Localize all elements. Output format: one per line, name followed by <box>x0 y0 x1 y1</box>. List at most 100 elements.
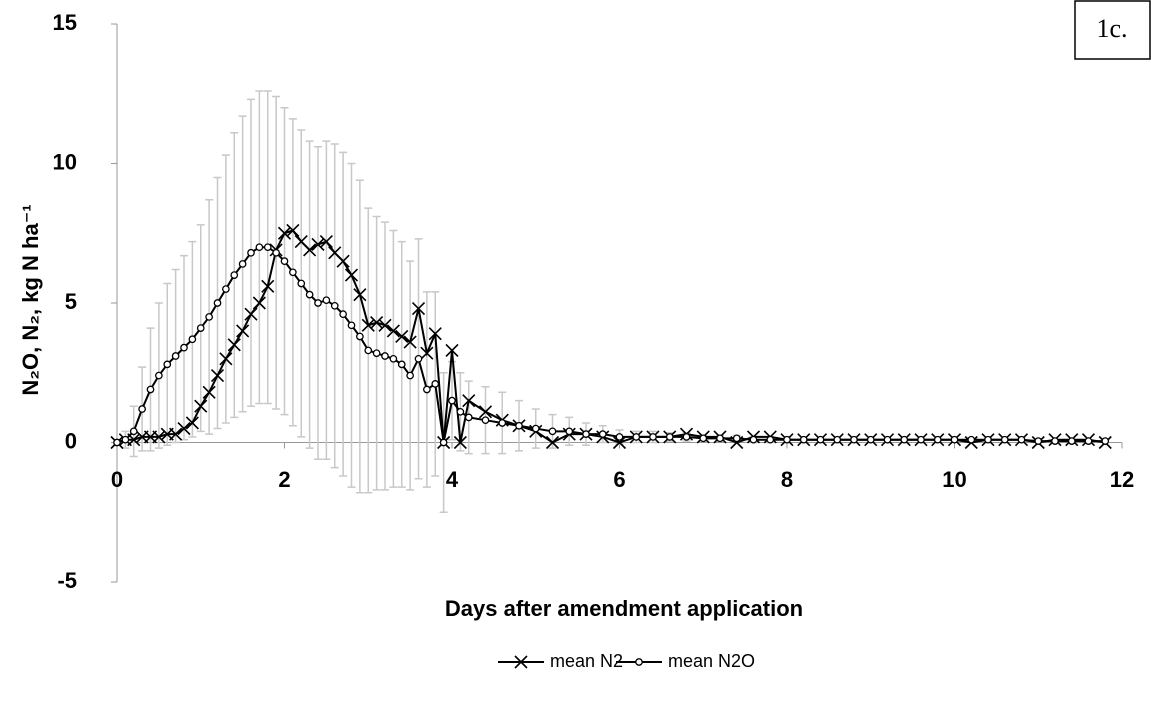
point <box>210 368 225 383</box>
point <box>406 371 414 380</box>
point <box>238 260 247 268</box>
point <box>272 248 280 257</box>
series-line <box>116 229 1106 444</box>
point <box>498 419 507 427</box>
point <box>453 435 467 450</box>
point <box>481 416 490 425</box>
point <box>850 435 858 444</box>
point <box>833 435 842 444</box>
point <box>783 435 791 444</box>
legend-label: mean N2O <box>668 651 755 671</box>
legend-marker <box>514 655 528 669</box>
y-tick-label: 0 <box>65 428 77 453</box>
point <box>378 318 392 332</box>
point <box>984 435 992 444</box>
point <box>866 435 875 444</box>
point <box>180 343 188 352</box>
point <box>411 302 426 316</box>
point <box>1084 437 1093 445</box>
point <box>303 243 317 257</box>
series-line <box>116 246 1106 444</box>
point <box>515 421 523 430</box>
point <box>478 405 493 419</box>
point <box>732 434 741 443</box>
point <box>289 268 297 277</box>
point <box>319 235 333 249</box>
point <box>565 427 574 436</box>
point <box>236 324 250 338</box>
point <box>127 433 141 447</box>
point <box>252 296 266 310</box>
point <box>428 327 442 341</box>
point <box>816 435 825 444</box>
point <box>615 433 624 441</box>
point <box>464 413 473 422</box>
point <box>138 405 146 413</box>
point <box>649 433 657 441</box>
point <box>155 371 163 380</box>
point <box>397 360 406 369</box>
point <box>395 329 409 344</box>
point <box>244 307 258 321</box>
point <box>163 360 172 369</box>
point <box>370 315 384 330</box>
point <box>219 352 233 366</box>
x-tick-label: 4 <box>446 467 459 492</box>
point <box>222 285 230 293</box>
point <box>448 396 456 405</box>
point <box>152 430 166 444</box>
point <box>213 299 222 307</box>
point <box>612 435 627 450</box>
point <box>799 435 808 444</box>
point <box>194 399 208 413</box>
point <box>730 435 744 450</box>
point <box>582 430 590 438</box>
point <box>933 435 942 444</box>
point <box>1000 435 1009 444</box>
title-box <box>1074 0 1151 60</box>
point <box>900 435 909 444</box>
point <box>356 332 364 341</box>
chart-title: 1c. <box>1096 14 1127 43</box>
x-tick-label: 2 <box>278 467 290 492</box>
point <box>280 257 289 265</box>
point <box>263 243 272 252</box>
point <box>261 279 275 293</box>
point <box>414 354 423 363</box>
point <box>381 352 389 360</box>
point <box>1017 435 1026 444</box>
point <box>372 349 381 358</box>
x-tick-label: 12 <box>1110 467 1134 492</box>
point <box>883 435 892 444</box>
y-tick-label: 5 <box>65 289 77 314</box>
point <box>113 438 121 447</box>
x-tick-label: 10 <box>942 467 966 492</box>
point <box>205 313 213 321</box>
point <box>1067 437 1076 445</box>
y-tick-label: 15 <box>53 10 77 35</box>
point <box>545 435 560 450</box>
point <box>344 268 359 282</box>
point <box>336 254 350 268</box>
point <box>699 434 708 443</box>
point <box>227 338 241 352</box>
point <box>121 435 130 444</box>
point <box>314 299 322 307</box>
point <box>322 296 331 305</box>
point <box>171 352 180 360</box>
point <box>716 434 724 443</box>
point <box>456 407 465 416</box>
point <box>330 301 339 310</box>
point <box>682 433 691 441</box>
point <box>967 435 976 444</box>
x-axis-label: Days after amendment application <box>445 596 803 621</box>
point <box>1101 437 1110 445</box>
point <box>196 324 205 332</box>
y-axis-label: N₂O, N₂, kg N ha⁻¹ <box>18 204 43 395</box>
point <box>431 380 440 388</box>
point <box>1034 437 1043 445</box>
point <box>598 430 607 438</box>
legend-label: mean N2 <box>550 651 623 671</box>
